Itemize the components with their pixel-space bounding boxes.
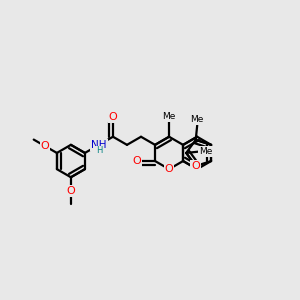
Text: Me: Me <box>199 147 213 156</box>
Text: O: O <box>67 186 75 196</box>
Text: Me: Me <box>162 112 176 121</box>
Text: NH: NH <box>91 140 107 150</box>
Text: O: O <box>165 164 173 174</box>
Text: Me: Me <box>190 115 204 124</box>
Text: O: O <box>109 112 117 122</box>
Text: O: O <box>133 156 142 166</box>
Text: O: O <box>40 141 49 151</box>
Text: O: O <box>191 161 200 171</box>
Text: H: H <box>96 146 102 155</box>
